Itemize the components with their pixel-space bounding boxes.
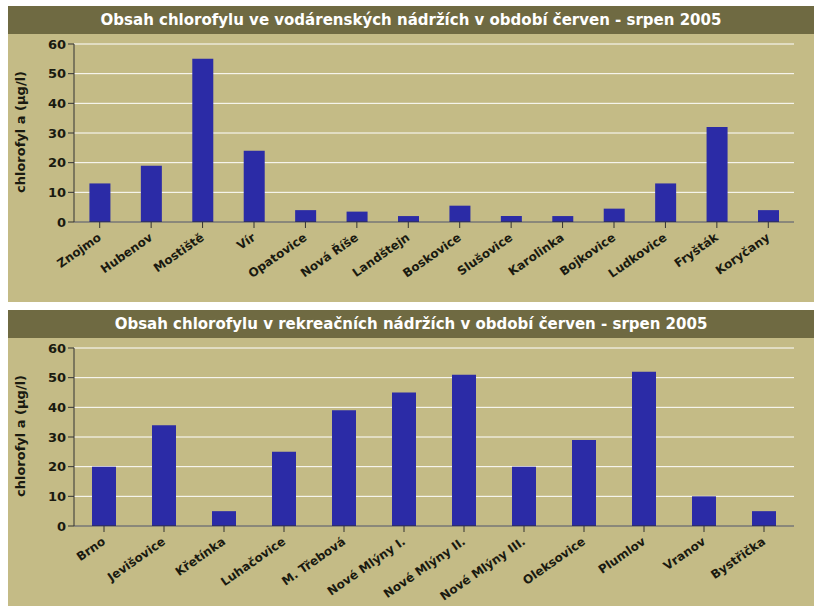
svg-text:Karolinka: Karolinka (506, 230, 567, 278)
html-text:Obsah chlorofylu v rekreačních: Obsah chlorofylu v rekreačních nádržích … (114, 315, 708, 333)
svg-text:Jevišovice: Jevišovice (104, 534, 168, 585)
svg-text:Křetínka: Křetínka (173, 534, 228, 579)
svg-text:10: 10 (48, 185, 66, 200)
svg-text:Nové Mlýny II.: Nové Mlýny II. (381, 534, 468, 601)
svg-text:20: 20 (48, 155, 66, 170)
html-text:Obsah chlorofylu ve vodárenský: Obsah chlorofylu ve vodárenských nádržíc… (100, 11, 722, 29)
svg-text:40: 40 (48, 96, 66, 111)
svg-text:Znojmo: Znojmo (54, 230, 103, 270)
svg-text:50: 50 (48, 370, 66, 385)
svg-text:chlorofyl a (µg/l): chlorofyl a (µg/l) (13, 71, 28, 193)
svg-text:Bojkovice: Bojkovice (557, 230, 618, 279)
svg-text:Fryšták: Fryšták (671, 230, 721, 271)
svg-text:Brno: Brno (74, 534, 108, 564)
svg-text:Landštejn: Landštejn (349, 230, 413, 280)
svg-text:30: 30 (48, 430, 66, 445)
svg-text:40: 40 (48, 400, 66, 415)
svg-text:60: 60 (48, 37, 66, 52)
svg-text:50: 50 (48, 66, 66, 81)
svg-text:20: 20 (48, 459, 66, 474)
svg-text:Oleksovice: Oleksovice (520, 534, 588, 587)
svg-text:Opatovice: Opatovice (245, 230, 310, 281)
svg-text:Nové Mlýny III.: Nové Mlýny III. (437, 534, 528, 603)
svg-text:Ludkovice: Ludkovice (606, 230, 670, 280)
svg-text:Plumlov: Plumlov (596, 534, 649, 577)
svg-text:Bystřička: Bystřička (708, 534, 768, 582)
svg-text:Boskovice: Boskovice (400, 230, 463, 280)
svg-text:Vír: Vír (234, 230, 258, 253)
svg-text:10: 10 (48, 489, 66, 504)
svg-text:Nová Říše: Nová Říše (297, 229, 361, 280)
svg-text:Mostiště: Mostiště (151, 230, 207, 275)
svg-text:chlorofyl a (µg/l): chlorofyl a (µg/l) (13, 375, 28, 497)
svg-text:Nové Mlýny I.: Nové Mlýny I. (324, 534, 408, 599)
svg-text:M. Třebová: M. Třebová (279, 534, 348, 589)
svg-text:Koryčany: Koryčany (713, 230, 772, 278)
svg-text:Vranov: Vranov (661, 534, 708, 573)
svg-text:30: 30 (48, 126, 66, 141)
svg-text:0: 0 (57, 519, 66, 534)
svg-text:60: 60 (48, 341, 66, 356)
svg-text:Luhačovice: Luhačovice (218, 534, 288, 589)
svg-text:0: 0 (57, 215, 66, 230)
svg-text:Slušovice: Slušovice (455, 230, 515, 278)
svg-text:Hubenov: Hubenov (98, 230, 155, 276)
